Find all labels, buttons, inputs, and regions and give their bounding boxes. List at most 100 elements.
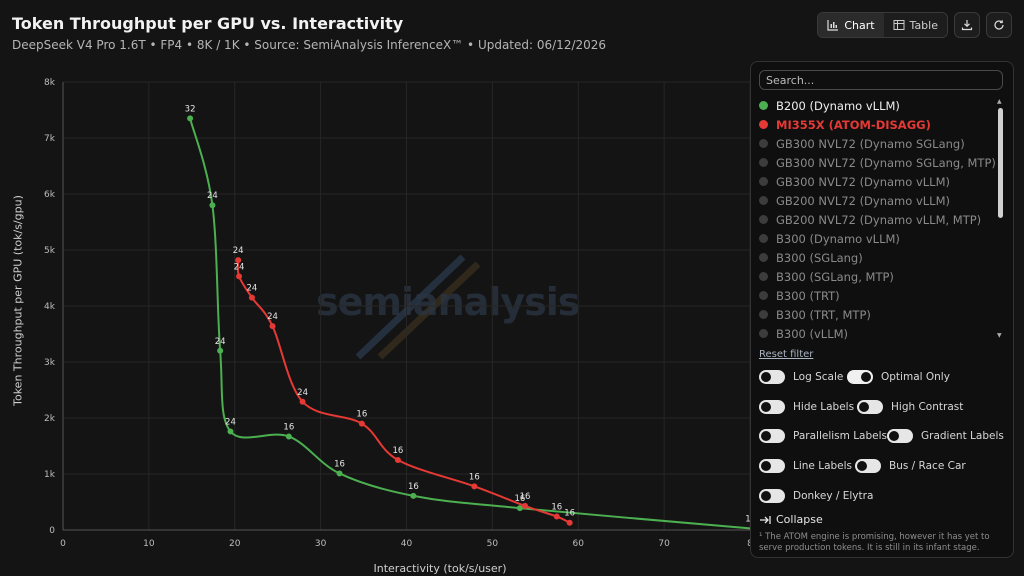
- line-labels-toggle-row: Line Labels: [759, 459, 852, 473]
- x-tick-label: 20: [229, 539, 241, 549]
- series-color-dot-icon: [759, 329, 768, 338]
- data-label: 24: [267, 312, 278, 322]
- series-color-dot-icon: [759, 215, 768, 224]
- toolbar: Chart Table: [817, 12, 1012, 38]
- optimal-only-toggle-row: Optimal Only: [847, 370, 950, 384]
- watermark: semianalysis: [316, 280, 580, 324]
- data-point: [336, 470, 343, 477]
- series-color-dot-icon: [759, 120, 768, 129]
- data-point: [410, 492, 417, 499]
- parallelism-labels-toggle[interactable]: [759, 429, 785, 443]
- x-axis-label: Interactivity (tok/s/user): [373, 562, 507, 575]
- scroll-down-icon[interactable]: ▼: [997, 332, 1002, 339]
- data-point: [187, 115, 194, 122]
- log-scale-toggle-row: Log Scale: [759, 370, 843, 384]
- x-tick-label: 40: [401, 539, 413, 549]
- data-label: 24: [247, 284, 258, 294]
- series-item-label: B200 (Dynamo vLLM): [776, 98, 900, 113]
- data-point: [299, 398, 306, 405]
- data-point: [516, 505, 523, 512]
- series-color-dot-icon: [759, 101, 768, 110]
- donkey-elytra-toggle[interactable]: [759, 489, 785, 503]
- data-label: 16: [356, 410, 367, 420]
- scroll-up-icon[interactable]: ▲: [997, 98, 1002, 105]
- optimal-only-toggle[interactable]: [847, 370, 873, 384]
- y-tick-label: 4k: [44, 302, 56, 312]
- y-tick-label: 1k: [44, 470, 56, 480]
- donkey-elytra-toggle-row: Donkey / Elytra: [759, 489, 873, 503]
- series-item[interactable]: B300 (vLLM): [759, 324, 997, 341]
- data-label: 16: [283, 422, 294, 432]
- data-label: 32: [185, 104, 196, 114]
- series-color-dot-icon: [759, 291, 768, 300]
- data-point: [522, 502, 529, 509]
- reset-filter-link[interactable]: Reset filter: [759, 349, 814, 360]
- series-item-label: B300 (TRT): [776, 288, 840, 303]
- series-color-dot-icon: [759, 196, 768, 205]
- series-item[interactable]: GB300 NVL72 (Dynamo SGLang): [759, 134, 997, 153]
- collapse-arrow-icon: [760, 515, 771, 524]
- bus-race-car-toggle[interactable]: [855, 459, 881, 473]
- line-labels-label: Line Labels: [793, 460, 853, 472]
- data-point: [236, 273, 243, 280]
- hide-labels-toggle[interactable]: [759, 400, 785, 414]
- gradient-labels-label: Gradient Labels: [921, 430, 1004, 442]
- series-item[interactable]: B300 (TRT, MTP): [759, 305, 997, 324]
- series-item-label: B300 (TRT, MTP): [776, 307, 871, 322]
- x-tick-label: 0: [60, 539, 66, 549]
- scroll-thumb[interactable]: [998, 108, 1003, 218]
- series-item[interactable]: GB200 NVL72 (Dynamo vLLM): [759, 191, 997, 210]
- series-item-label: B300 (SGLang): [776, 250, 863, 265]
- x-tick-label: 60: [573, 539, 585, 549]
- series-item[interactable]: GB200 NVL72 (Dynamo vLLM, MTP): [759, 210, 997, 229]
- series-list: B200 (Dynamo vLLM) MI355X (ATOM-DISAGG) GB…: [759, 96, 997, 341]
- series-item[interactable]: B300 (TRT): [759, 286, 997, 305]
- series-item[interactable]: GB300 NVL72 (Dynamo vLLM): [759, 172, 997, 191]
- data-label: 16: [392, 446, 403, 456]
- x-tick-label: 30: [315, 539, 327, 549]
- data-point: [358, 420, 365, 427]
- series-item[interactable]: B300 (SGLang, MTP): [759, 267, 997, 286]
- page-title: Token Throughput per GPU vs. Interactivi…: [12, 14, 404, 33]
- scrollbar[interactable]: ▲ ▼: [997, 98, 1003, 340]
- series-item[interactable]: B300 (Dynamo vLLM): [759, 229, 997, 248]
- series-item-label: B300 (Dynamo vLLM): [776, 231, 900, 246]
- view-toggle: Chart Table: [817, 12, 948, 38]
- data-label: 16: [469, 472, 480, 482]
- x-tick-label: 10: [143, 539, 155, 549]
- search-input[interactable]: [759, 70, 1003, 90]
- data-label: 16: [520, 492, 531, 502]
- series-color-dot-icon: [759, 158, 768, 167]
- series-color-dot-icon: [759, 234, 768, 243]
- series-item[interactable]: B300 (SGLang): [759, 248, 997, 267]
- refresh-icon: [994, 20, 1004, 30]
- refresh-button[interactable]: [986, 12, 1012, 38]
- x-tick-label: 70: [658, 539, 670, 549]
- table-view-button[interactable]: Table: [883, 13, 947, 37]
- y-tick-label: 3k: [44, 358, 56, 368]
- series-item-label: GB200 NVL72 (Dynamo vLLM, MTP): [776, 212, 982, 227]
- y-tick-label: 5k: [44, 246, 56, 256]
- data-label: 24: [215, 337, 226, 347]
- gradient-labels-toggle[interactable]: [887, 429, 913, 443]
- bus-race-car-toggle-row: Bus / Race Car: [855, 459, 966, 473]
- data-point: [269, 323, 276, 330]
- series-item[interactable]: GB300 NVL72 (Dynamo SGLang, MTP): [759, 153, 997, 172]
- data-point: [471, 483, 478, 490]
- chart-view-button[interactable]: Chart: [818, 13, 884, 37]
- log-scale-toggle[interactable]: [759, 370, 785, 384]
- high-contrast-toggle[interactable]: [857, 400, 883, 414]
- line-labels-toggle[interactable]: [759, 459, 785, 473]
- series-color-dot-icon: [759, 253, 768, 262]
- data-point: [394, 457, 401, 463]
- series-item[interactable]: MI355X (ATOM-DISAGG): [759, 115, 997, 134]
- hide-labels-label: Hide Labels: [793, 401, 855, 413]
- download-button[interactable]: [954, 12, 980, 38]
- optimal-only-label: Optimal Only: [881, 371, 950, 383]
- collapse-button[interactable]: Collapse: [759, 513, 823, 526]
- data-label: 24: [297, 388, 308, 398]
- data-label: 24: [225, 417, 236, 427]
- series-item[interactable]: B200 (Dynamo vLLM): [759, 96, 997, 115]
